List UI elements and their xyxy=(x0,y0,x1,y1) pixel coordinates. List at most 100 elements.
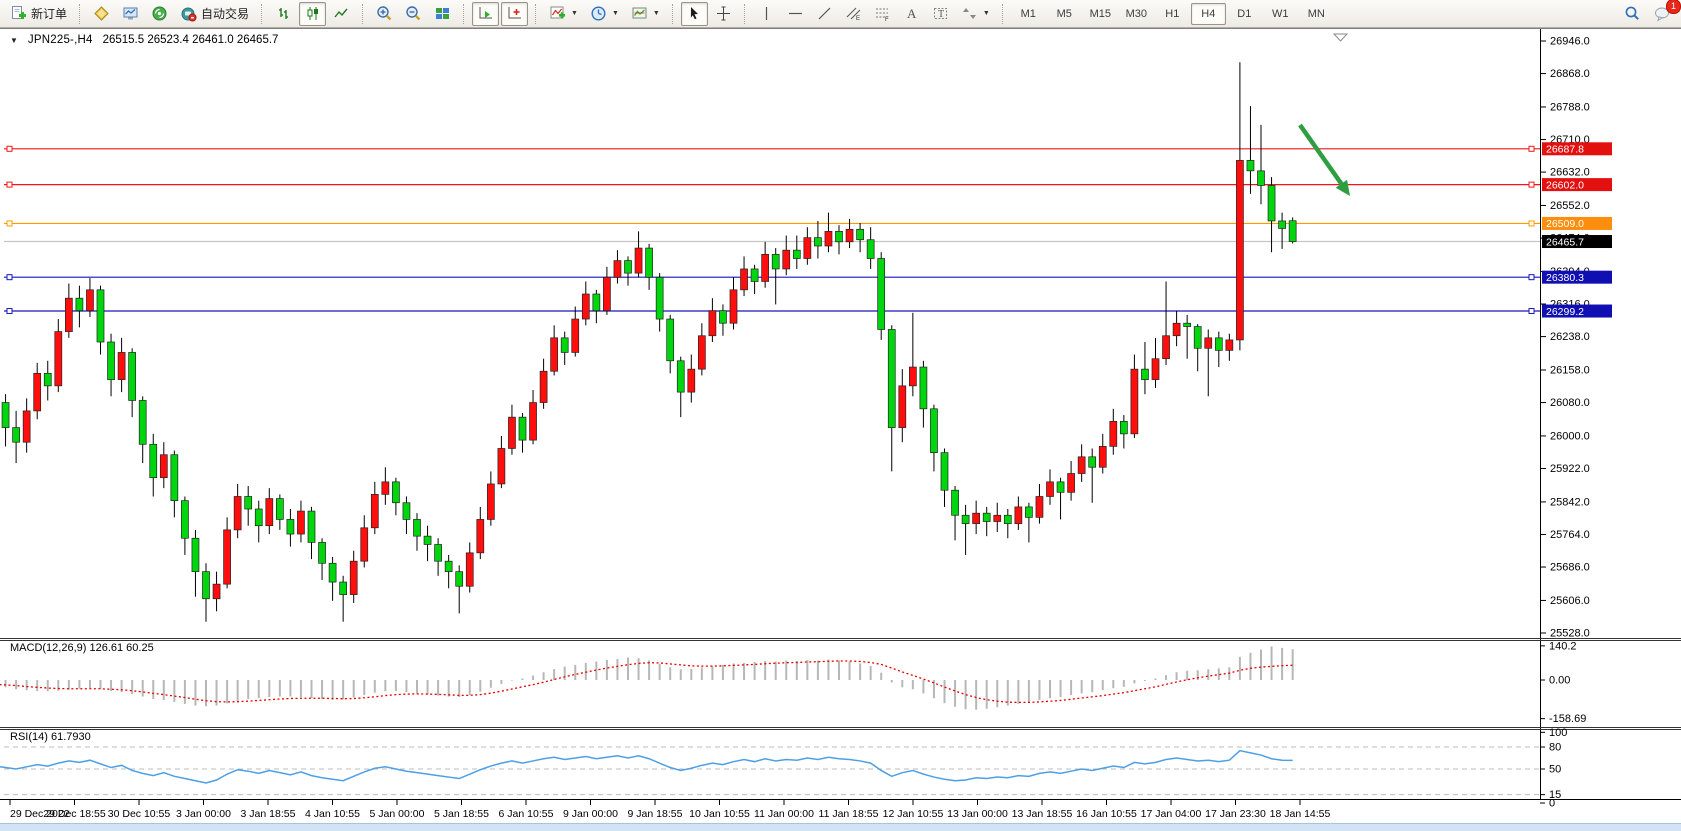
periods-button[interactable]: ▼ xyxy=(585,2,624,26)
svg-text:E: E xyxy=(856,16,860,22)
profiles-button[interactable] xyxy=(117,2,144,26)
svg-text:17 Jan 04:00: 17 Jan 04:00 xyxy=(1141,808,1202,820)
collapse-triangle-icon[interactable]: ▼ xyxy=(10,35,18,45)
text-label-tool-button[interactable]: T xyxy=(927,2,954,26)
svg-text:26465.7: 26465.7 xyxy=(1546,236,1584,248)
chart-window: ▼ JPN225-,H4 26515.5 26523.4 26461.0 264… xyxy=(0,28,1681,831)
new-order-label: 新订单 xyxy=(31,7,68,21)
status-strip xyxy=(0,823,1681,831)
chart-shift-marker xyxy=(1332,33,1349,42)
auto-scroll-button[interactable] xyxy=(472,1,500,26)
new-chart-icon xyxy=(93,5,110,22)
svg-text:80: 80 xyxy=(1549,742,1561,754)
trend-arrow-head xyxy=(1335,179,1350,196)
text-tool-button[interactable]: A xyxy=(898,2,925,26)
candlestick-chart-button[interactable] xyxy=(299,1,327,26)
toolbar-separator xyxy=(463,3,465,24)
svg-text:26158.0: 26158.0 xyxy=(1550,364,1590,376)
svg-text:11 Jan 00:00: 11 Jan 00:00 xyxy=(754,808,814,820)
svg-text:25528.0: 25528.0 xyxy=(1550,628,1590,640)
dropdown-caret-icon: ▼ xyxy=(571,10,578,17)
timeframe-M15[interactable]: M15 xyxy=(1089,7,1111,20)
svg-text:26509.0: 26509.0 xyxy=(1546,218,1584,230)
svg-text:25842.0: 25842.0 xyxy=(1550,496,1590,508)
bar-chart-icon xyxy=(275,5,292,22)
timeframe-W1[interactable]: W1 xyxy=(1272,7,1289,20)
trendline-tool-button[interactable] xyxy=(811,2,838,26)
line-chart-button[interactable] xyxy=(328,2,355,26)
chart-shift-button[interactable] xyxy=(501,1,529,26)
level-lines xyxy=(4,145,1540,315)
zoom-in-button[interactable] xyxy=(371,2,398,26)
svg-text:26552.0: 26552.0 xyxy=(1550,200,1590,212)
svg-text:29 Dec 2022: 29 Dec 2022 xyxy=(10,808,70,820)
svg-text:26868.0: 26868.0 xyxy=(1550,68,1590,80)
new-order-button[interactable]: 新订单 xyxy=(5,2,72,26)
svg-text:11 Jan 18:55: 11 Jan 18:55 xyxy=(819,808,879,820)
svg-text:0.00: 0.00 xyxy=(1549,675,1570,687)
cursor-tool-button[interactable] xyxy=(680,1,708,26)
line-chart-icon xyxy=(333,5,350,22)
svg-text:18 Jan 14:55: 18 Jan 14:55 xyxy=(1270,808,1331,820)
fibonacci-tool-button[interactable]: F xyxy=(869,2,896,26)
svg-text:3 Jan 00:00: 3 Jan 00:00 xyxy=(176,808,231,820)
svg-text:26632.0: 26632.0 xyxy=(1550,167,1590,179)
horizontal-line-icon xyxy=(787,5,804,22)
toolbar-separator xyxy=(79,3,81,24)
timeframe-M30[interactable]: M30 xyxy=(1125,7,1147,20)
timeframe-M5[interactable]: M5 xyxy=(1056,7,1072,20)
autotrading-button[interactable]: 自动交易 xyxy=(175,2,254,26)
ohlc-values: 26515.5 26523.4 26461.0 26465.7 xyxy=(102,34,279,46)
timeframe-M1[interactable]: M1 xyxy=(1020,7,1036,20)
toolbar-separator xyxy=(743,3,746,24)
chart-canvas[interactable]: 26946.026868.026788.026710.026632.026552… xyxy=(0,28,1681,831)
search-icon xyxy=(1624,5,1641,22)
svg-text:25764.0: 25764.0 xyxy=(1550,529,1590,541)
timeframe-H1[interactable]: H1 xyxy=(1165,7,1180,20)
toolbar-separator xyxy=(261,3,263,24)
market-watch-icon xyxy=(151,5,168,22)
arrows-tool-button[interactable]: ▼ xyxy=(956,2,995,26)
market-watch-button[interactable] xyxy=(146,2,173,26)
timeframe-D1[interactable]: D1 xyxy=(1237,7,1252,20)
timeframe-group: M1 M5 M15 M30 H1 H4 D1 W1 MN xyxy=(1011,2,1334,25)
toolbar-separator xyxy=(671,3,674,24)
dropdown-caret-icon: ▼ xyxy=(611,10,619,17)
text-icon: A xyxy=(903,5,920,22)
svg-text:T: T xyxy=(938,9,944,20)
svg-text:26788.0: 26788.0 xyxy=(1550,101,1590,113)
new-chart-button[interactable] xyxy=(88,2,115,26)
timeframe-MN[interactable]: MN xyxy=(1307,7,1325,20)
tile-windows-icon xyxy=(434,5,451,22)
svg-text:13 Jan 18:55: 13 Jan 18:55 xyxy=(1012,808,1073,820)
templates-icon xyxy=(631,5,648,22)
indicators-button[interactable]: ▼ xyxy=(544,2,583,26)
horizontal-line-tool-button[interactable] xyxy=(782,2,809,26)
svg-text:12 Jan 10:55: 12 Jan 10:55 xyxy=(883,808,944,820)
crosshair-tool-button[interactable] xyxy=(710,2,737,26)
notifications-button[interactable]: 1 xyxy=(1648,0,1681,26)
svg-text:4 Jan 10:55: 4 Jan 10:55 xyxy=(305,808,360,820)
search-button[interactable] xyxy=(1619,2,1646,26)
timeframe-H4[interactable]: H4 xyxy=(1190,2,1226,25)
zoom-out-button[interactable] xyxy=(400,2,427,26)
equidistant-channel-tool-button[interactable]: E xyxy=(840,2,867,26)
svg-text:3 Jan 18:55: 3 Jan 18:55 xyxy=(241,808,296,820)
svg-text:10 Jan 10:55: 10 Jan 10:55 xyxy=(689,808,750,820)
autotrading-icon xyxy=(180,5,197,22)
svg-text:30 Dec 10:55: 30 Dec 10:55 xyxy=(108,808,171,820)
svg-text:26687.8: 26687.8 xyxy=(1546,144,1584,156)
svg-text:0: 0 xyxy=(1549,798,1555,810)
rsi-line xyxy=(0,749,1293,784)
bar-chart-button[interactable] xyxy=(270,2,297,26)
templates-button[interactable]: ▼ xyxy=(626,2,665,26)
main-toolbar: 新订单 自动交易 xyxy=(0,0,1681,28)
zoom-out-icon xyxy=(405,5,422,22)
svg-text:F: F xyxy=(885,17,889,22)
periods-clock-icon xyxy=(590,5,607,22)
rsi-indicator-label: RSI(14) 61.7930 xyxy=(10,731,91,743)
svg-text:25686.0: 25686.0 xyxy=(1550,562,1590,574)
vertical-line-tool-button[interactable] xyxy=(753,2,780,26)
svg-text:A: A xyxy=(907,6,917,21)
tile-windows-button[interactable] xyxy=(429,2,456,26)
